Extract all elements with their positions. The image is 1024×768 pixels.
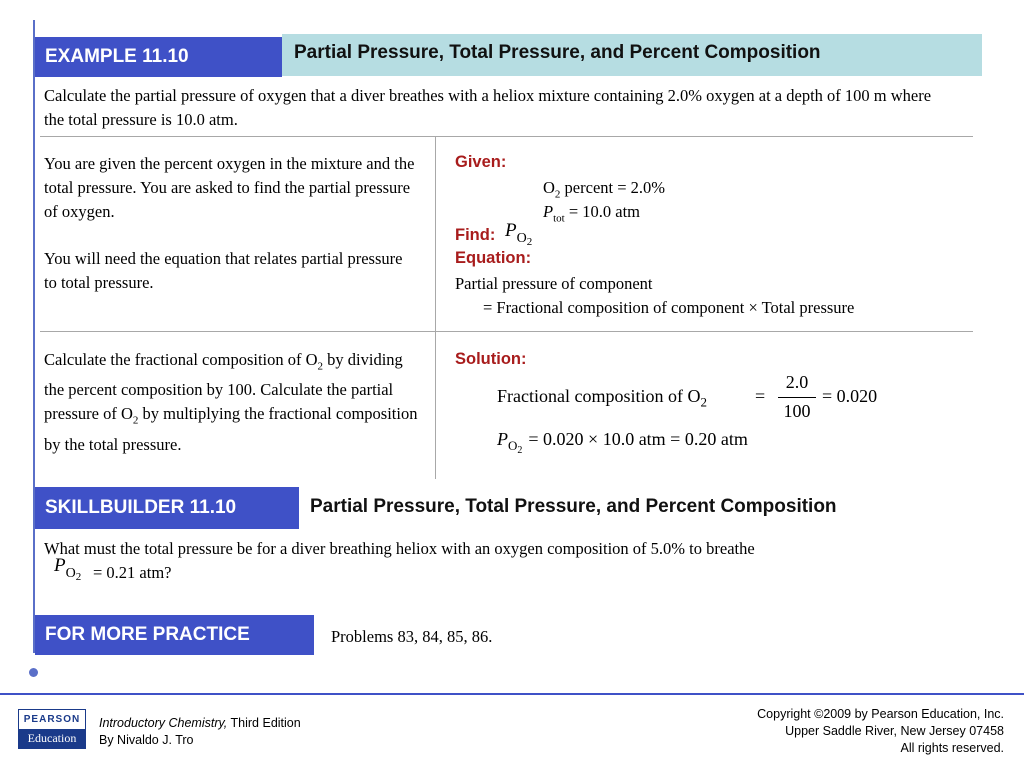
find-label: Find:: [455, 226, 496, 244]
given-total-pressure: Ptot = 10.0 atm: [543, 202, 641, 225]
eq1-equals: =: [755, 386, 766, 406]
eq1-denominator: 100: [783, 401, 811, 421]
skillbuilder-label: SKILLBUILDER 11.10: [35, 487, 299, 529]
skillbuilder-title: Partial Pressure, Total Pressure, and Pe…: [310, 496, 837, 517]
solution-label: Solution:: [455, 350, 527, 368]
fraction-bar: [778, 397, 816, 398]
logo-text-bottom: Education: [19, 729, 85, 748]
practice-problems: Problems 83, 84, 85, 86.: [331, 627, 493, 646]
given-o2-percent: O2 percent = 2.0%: [543, 178, 666, 201]
strategy-text-1: You are given the percent oxygen in the …: [44, 154, 415, 221]
column-divider: [435, 137, 436, 479]
divider-2: [40, 331, 973, 332]
example-title: Partial Pressure, Total Pressure, and Pe…: [294, 42, 821, 63]
divider-1: [40, 136, 973, 137]
equation-line-1: Partial pressure of component: [455, 274, 653, 293]
pearson-logo: PEARSON Education: [18, 709, 86, 749]
practice-label: FOR MORE PRACTICE: [35, 615, 314, 655]
strategy-text-2: You will need the equation that relates …: [44, 249, 403, 292]
equation-line-2: = Fractional composition of component × …: [483, 298, 855, 317]
skillbuilder-question: What must the total pressure be for a di…: [44, 539, 755, 558]
problem-statement: Calculate the partial pressure of oxygen…: [44, 86, 932, 129]
eq1-result: = 0.020: [822, 386, 878, 406]
logo-text-top: PEARSON: [19, 710, 85, 729]
given-label: Given:: [455, 153, 507, 171]
fractional-composition-label: Fractional composition of O2: [497, 386, 707, 410]
eq1-numerator: 2.0: [785, 372, 809, 392]
example-label: EXAMPLE 11.10: [35, 37, 282, 77]
author: By Nivaldo J. Tro: [99, 733, 194, 747]
book-info: Introductory Chemistry, Third Edition By…: [99, 716, 301, 747]
solution-text: Calculate the fractional composition of …: [44, 350, 418, 454]
equation-label: Equation:: [455, 249, 532, 267]
skillbuilder-symbol: PO2: [54, 555, 82, 583]
partial-pressure-equation: PO2= 0.020 × 10.0 atm = 0.20 atm: [497, 429, 748, 456]
find-symbol: PO2: [505, 220, 533, 248]
footer-rule: [0, 693, 1024, 695]
example-title-bar: Partial Pressure, Total Pressure, and Pe…: [282, 34, 982, 76]
copyright: Copyright ©2009 by Pearson Education, In…: [757, 707, 1004, 755]
skillbuilder-question-end: = 0.21 atm?: [93, 563, 172, 582]
rule-dot-bottom: [29, 668, 38, 677]
left-rule: [33, 20, 35, 653]
